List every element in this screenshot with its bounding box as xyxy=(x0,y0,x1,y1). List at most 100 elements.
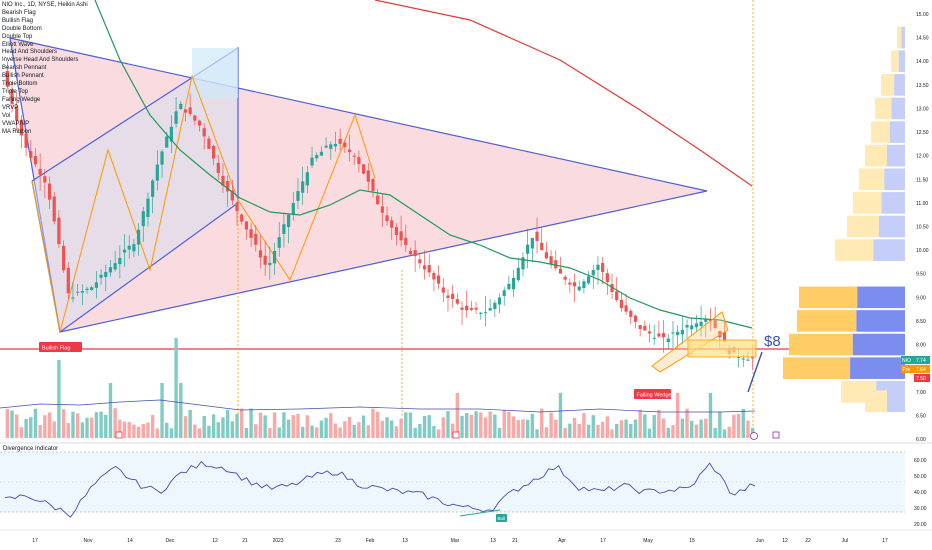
volume-bar xyxy=(647,428,652,438)
volume-bar xyxy=(296,413,300,438)
volume-bar xyxy=(104,414,108,438)
legend-item[interactable]: Falling Wedge xyxy=(2,96,41,103)
candle-body xyxy=(104,271,108,278)
price-tag-last: 7.50 xyxy=(914,374,930,382)
candle-body xyxy=(160,151,164,165)
candle-body xyxy=(558,268,563,274)
candle-body xyxy=(165,136,169,148)
indicator-tick-label: 20.00 xyxy=(914,522,927,528)
candle-body xyxy=(694,323,699,328)
candle-body xyxy=(516,267,520,281)
pattern-zigzag-2 xyxy=(237,113,376,282)
volume-bar xyxy=(736,413,741,438)
vp-bar-up xyxy=(871,121,890,143)
legend-item[interactable]: Inverse Head And Shoulders xyxy=(2,57,79,64)
candle-body xyxy=(530,237,534,249)
candle-body xyxy=(235,202,239,212)
price-tick-label: 11.00 xyxy=(916,201,928,207)
legend-item[interactable]: VRVP xyxy=(2,104,19,111)
candle-body xyxy=(29,151,33,158)
candle-body xyxy=(736,357,741,359)
time-axis[interactable]: 17 Nov 14 Dec 12 21 2023 23 Feb 13 Mar 13 21 Apr 17 May… xyxy=(32,538,888,544)
legend-item[interactable]: VWAP/VP xyxy=(2,120,30,127)
legend-item[interactable]: MA Ribbon xyxy=(2,128,32,135)
volume-bar xyxy=(33,408,38,438)
indicator-tick-label: 40.00 xyxy=(914,490,927,496)
vp-bar-down xyxy=(891,97,905,120)
candle-body xyxy=(24,133,28,148)
candle-body xyxy=(141,211,145,227)
volume-bar xyxy=(540,408,544,438)
time-tick-label: 12 xyxy=(212,538,218,544)
volume-bar xyxy=(169,428,174,438)
candle-body xyxy=(146,198,150,217)
volume-bar xyxy=(535,429,539,438)
volume-bar xyxy=(516,420,520,438)
volume-bar xyxy=(671,425,675,438)
volume-bar xyxy=(657,409,661,438)
candle-body xyxy=(296,191,300,201)
legend-item[interactable]: Bearish Pennant xyxy=(2,65,47,72)
vp-bar-up xyxy=(865,390,887,413)
volume-bar xyxy=(549,412,553,438)
candle-body xyxy=(127,245,131,250)
volume-bar xyxy=(418,423,422,438)
price-panel[interactable]: $8 Bullish Flag Falling Wedge xyxy=(0,0,905,440)
vp-bar-down xyxy=(856,310,905,332)
candle-body xyxy=(469,308,474,310)
candle-body xyxy=(408,251,413,255)
volume-bar xyxy=(108,383,113,438)
event-marker-4[interactable] xyxy=(772,431,780,439)
time-tick-label: Dec xyxy=(166,538,175,544)
legend-item[interactable]: Triple Top xyxy=(2,88,29,95)
legend-item[interactable]: Bullish Pennant xyxy=(2,73,44,80)
legend-item[interactable]: Bullish Flag xyxy=(2,17,34,24)
volume-bar xyxy=(202,415,206,438)
legend-item[interactable]: Head And Shoulders xyxy=(2,49,58,56)
candle-body xyxy=(343,142,347,148)
candle-body xyxy=(221,175,225,186)
volume-bar xyxy=(380,420,385,438)
legend-item[interactable]: Triple Bottom xyxy=(2,81,38,88)
price-tick-label: 14.00 xyxy=(916,59,929,65)
legend-item[interactable]: Bearish Flag xyxy=(2,9,36,16)
volume-bar xyxy=(300,427,305,438)
event-marker-2[interactable] xyxy=(452,431,460,439)
vp-bar-up xyxy=(853,192,882,214)
event-marker-1[interactable] xyxy=(115,431,123,439)
candle-body xyxy=(722,332,727,342)
candle-body xyxy=(741,358,745,360)
volume-bar xyxy=(333,423,338,438)
candle-body xyxy=(385,215,389,222)
volume-bar xyxy=(483,417,488,438)
volume-bar xyxy=(563,427,567,438)
volume-bar xyxy=(375,411,380,438)
candle-body xyxy=(5,70,9,87)
candle-body xyxy=(413,250,417,257)
volume-bar xyxy=(38,424,42,438)
volume-bar xyxy=(174,338,178,438)
price-tick-label: 13.50 xyxy=(916,83,929,89)
event-marker-3[interactable] xyxy=(750,432,758,440)
indicator-axis[interactable]: 60.00 50.00 40.00 30.00 20.00 xyxy=(914,458,927,528)
candle-body xyxy=(118,257,122,265)
candle-body xyxy=(746,359,750,361)
volume-bar xyxy=(207,425,211,438)
legend-item[interactable]: Double Top xyxy=(2,33,33,40)
candle-body xyxy=(258,250,263,258)
volume-bar xyxy=(741,409,745,438)
candle-body xyxy=(244,221,249,230)
volume-bar xyxy=(633,419,638,438)
legend-item[interactable]: Double Bottom xyxy=(2,25,42,32)
indicator-panel[interactable]: Divergence Indicator Bull 60.00 50.00 40.0… xyxy=(0,446,927,528)
legend-item[interactable]: Vol xyxy=(2,112,11,119)
candle-body xyxy=(671,332,675,334)
volume-bar xyxy=(132,424,136,438)
candle-body xyxy=(329,144,333,149)
volume-bar xyxy=(24,418,28,438)
candle-body xyxy=(572,282,577,287)
candle-body xyxy=(610,284,614,292)
candle-body xyxy=(85,288,89,291)
legend-item[interactable]: Elliott Wave xyxy=(2,41,34,48)
